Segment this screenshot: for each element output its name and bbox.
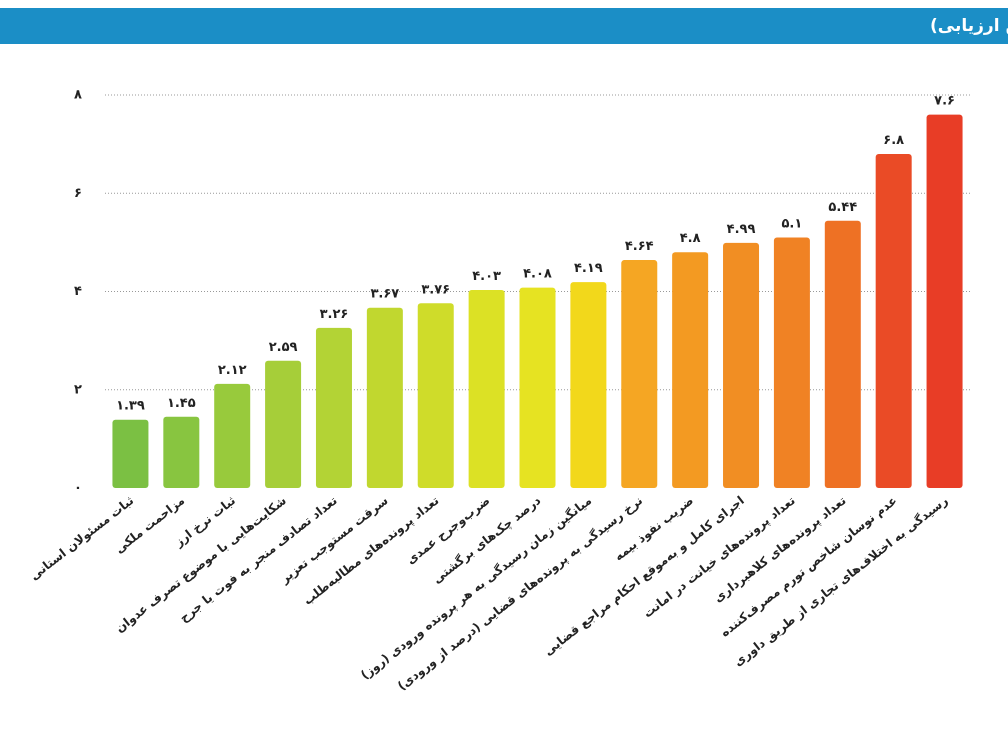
value-label: ۴.۶۴: [625, 239, 654, 254]
value-label: ۳.۶۷: [370, 287, 399, 302]
bar: [672, 252, 709, 488]
bar: [824, 220, 861, 488]
bar: [265, 360, 302, 488]
value-label: ۷.۶: [934, 94, 955, 109]
value-label: ۴.۱۹: [574, 261, 603, 276]
title-bar: [0, 8, 1008, 44]
value-label: ۶.۸: [883, 133, 904, 148]
value-label: ۴.۹۹: [727, 222, 756, 237]
value-label: ۴.۰۳: [472, 269, 501, 284]
value-label: ۵.۴۴: [828, 200, 857, 215]
bar: [417, 303, 454, 488]
bar: [163, 416, 200, 488]
x-tick-label: میانگین زمان رسیدگی به هر پرونده ورودی (…: [358, 493, 595, 683]
bar: [773, 237, 810, 488]
bar: [875, 153, 912, 488]
y-tick-label: ۰: [74, 481, 82, 496]
value-label: ۴.۰۸: [523, 267, 552, 282]
bar: [366, 307, 403, 488]
bar: [214, 383, 251, 488]
bar: [570, 282, 607, 488]
bar: [519, 287, 556, 488]
value-label: ۵.۱: [782, 216, 803, 231]
value-label: ۲.۱۲: [218, 363, 247, 378]
value-label: ۴.۸: [680, 231, 701, 246]
bar: [468, 290, 505, 488]
bar: [926, 114, 963, 489]
y-tick-label: ۶: [74, 186, 82, 201]
x-tick-label: نرخ رسیدگی به پرونده‌های قضایی (درصد از …: [395, 493, 646, 694]
bar: [315, 327, 352, 488]
bar: [723, 242, 760, 488]
y-tick-label: ۴: [74, 284, 82, 299]
y-tick-label: ۲: [74, 382, 82, 397]
value-label: ۱.۴۵: [167, 396, 196, 411]
chart-title: شکل ۱۰. نمودار امنیت سرمایه‌گذاری در ایر…: [930, 14, 1008, 36]
value-label: ۳.۷۶: [421, 282, 450, 297]
value-label: ۳.۲۶: [320, 307, 349, 322]
y-tick-label: ۸: [74, 88, 82, 103]
value-label: ۲.۵۹: [269, 340, 298, 355]
bar: [112, 419, 149, 488]
value-label: ۱.۳۹: [116, 399, 145, 414]
bar: [621, 260, 658, 488]
